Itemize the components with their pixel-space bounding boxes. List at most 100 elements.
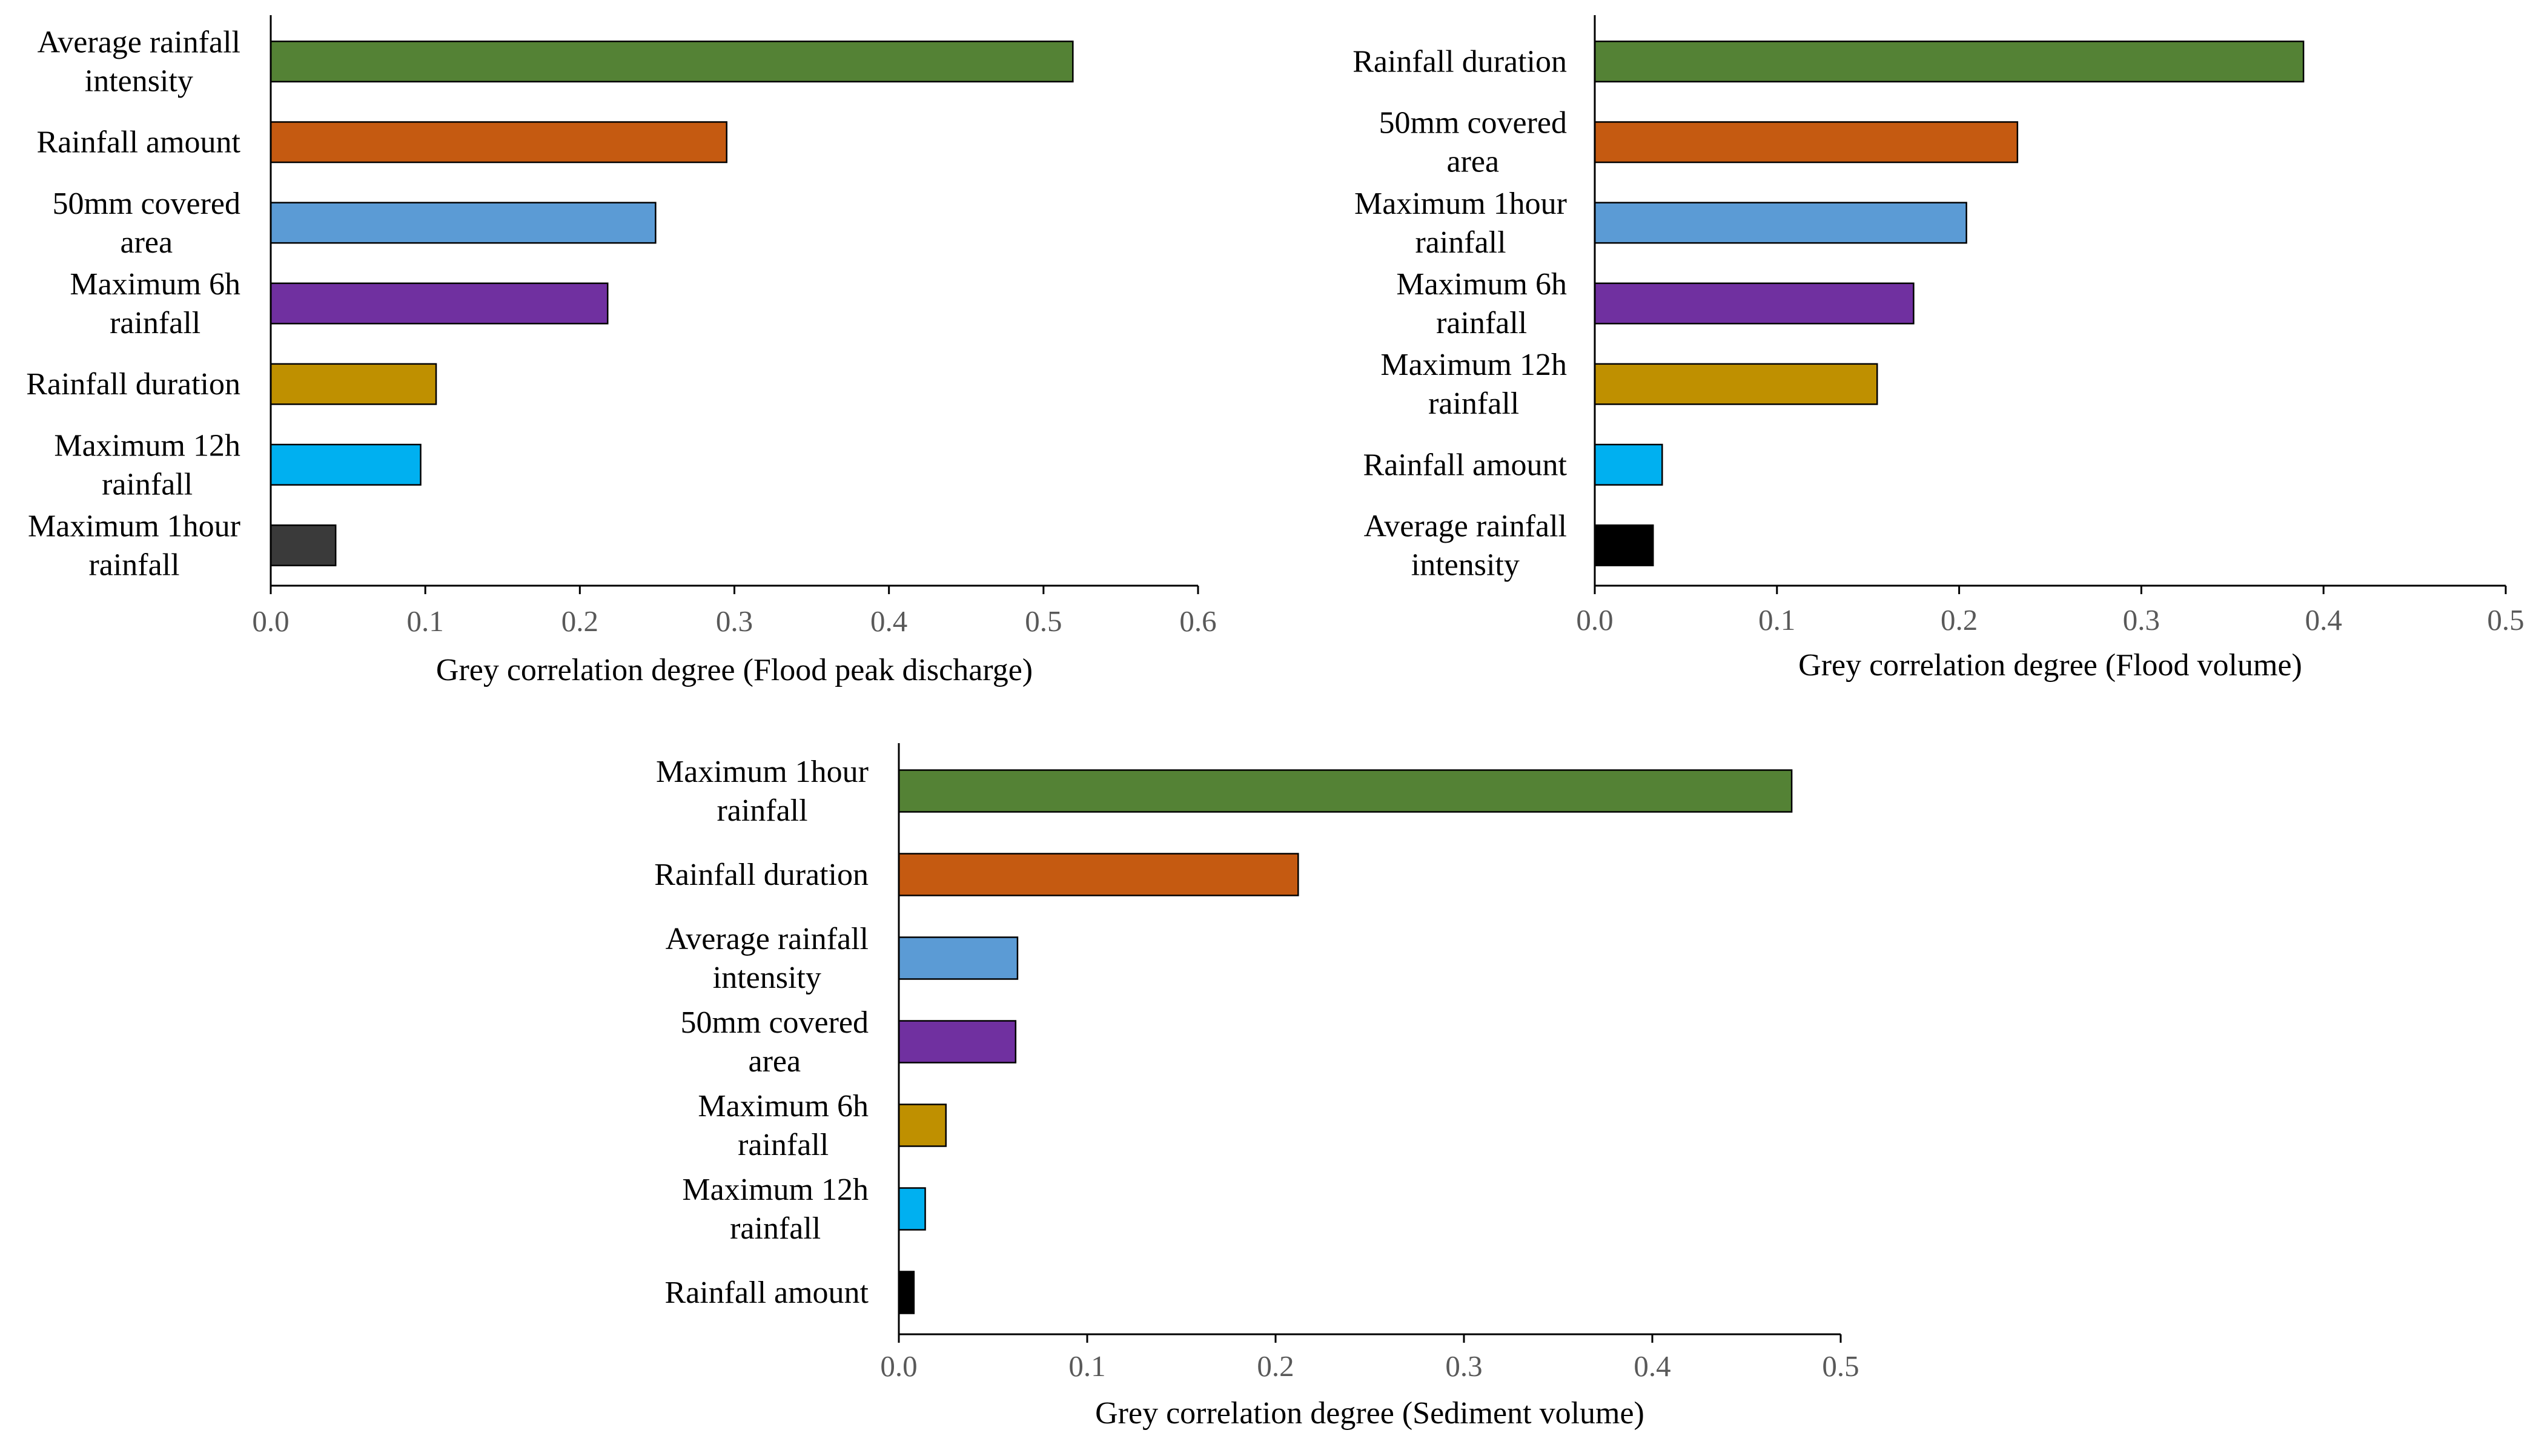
x-tick-label: 0.4 xyxy=(2305,603,2342,637)
x-axis-title: Grey correlation degree (Flood peak disc… xyxy=(436,653,1033,687)
bar xyxy=(898,1187,926,1231)
category-label-line: Rainfall duration xyxy=(1352,45,1567,79)
category-label: Average rainfall intensity xyxy=(666,922,869,995)
x-tick-label: 0.1 xyxy=(407,604,444,638)
x-tick-label: 0.0 xyxy=(252,604,289,638)
x-tick-label: 0.2 xyxy=(1941,603,1978,637)
bar xyxy=(270,282,609,325)
category-label: Maximum 6h rainfall xyxy=(70,267,240,340)
bar xyxy=(270,121,727,164)
category-label: Maximum 12h rainfall xyxy=(1380,348,1567,421)
category-label-line: 50mm covered xyxy=(1379,106,1567,141)
category-label-line: rainfall xyxy=(88,548,179,582)
category-label: Maximum 1hour rainfall xyxy=(28,509,240,582)
category-label: Rainfall amount xyxy=(37,125,241,160)
x-tick-label: 0.0 xyxy=(880,1349,917,1383)
category-label-line: rainfall xyxy=(730,1211,821,1246)
category-label-line: Rainfall duration xyxy=(654,858,869,892)
bar xyxy=(898,853,1299,896)
category-label-line: Average rainfall xyxy=(666,922,869,956)
category-label-line: Maximum 6h xyxy=(1396,267,1567,302)
bar xyxy=(270,443,422,486)
category-label-line: rainfall xyxy=(717,793,807,828)
category-label: Rainfall amount xyxy=(665,1276,869,1310)
x-tick-label: 0.1 xyxy=(1758,603,1795,637)
sediment-volume-chart: Maximum 1hour rainfall Rainfall duration Av… xyxy=(654,743,1859,1431)
category-label: Rainfall duration xyxy=(1352,45,1567,79)
category-label-line: area xyxy=(120,225,173,260)
x-tick-label: 0.5 xyxy=(1822,1349,1859,1383)
category-label: 50mm covered area xyxy=(1379,106,1567,179)
category-label-line: Maximum 12h xyxy=(1380,348,1567,382)
x-axis-title: Grey correlation degree (Flood volume) xyxy=(1798,648,2302,683)
bar xyxy=(1594,443,1663,486)
bar xyxy=(898,769,1793,813)
bar xyxy=(898,1104,947,1147)
x-tick-label: 0.5 xyxy=(1025,604,1062,638)
category-label-line: Maximum 6h xyxy=(70,267,240,302)
category-label: 50mm covered area xyxy=(681,1005,869,1079)
bar xyxy=(898,1271,915,1314)
bar xyxy=(1594,41,2305,83)
x-tick-label: 0.4 xyxy=(870,604,907,638)
flood-peak-discharge-chart: Average rainfall intensity Rainfall amount… xyxy=(26,15,1217,687)
category-label-line: intensity xyxy=(85,64,193,99)
category-label-line: Maximum 6h xyxy=(698,1089,869,1123)
x-tick-label: 0.3 xyxy=(716,604,753,638)
bar xyxy=(1594,202,1967,244)
category-label-line: area xyxy=(748,1044,801,1079)
category-label: Maximum 12h rainfall xyxy=(54,428,240,501)
category-label: Maximum 1hour rainfall xyxy=(1354,187,1567,260)
x-tick-label: 0.6 xyxy=(1179,604,1216,638)
x-tick-label: 0.5 xyxy=(2487,603,2524,637)
category-label-line: Average rainfall xyxy=(1364,509,1567,543)
bar xyxy=(898,1020,1017,1064)
bar xyxy=(270,363,437,405)
bar xyxy=(1594,524,1654,566)
category-label: Rainfall amount xyxy=(1363,448,1568,482)
bar xyxy=(898,936,1019,980)
x-tick-label: 0.2 xyxy=(1257,1349,1294,1383)
category-label-line: Rainfall amount xyxy=(665,1276,869,1310)
x-tick-label: 0.1 xyxy=(1068,1349,1105,1383)
bar xyxy=(270,524,337,566)
category-label: Maximum 6h rainfall xyxy=(698,1089,869,1162)
category-label: Average rainfall intensity xyxy=(38,25,240,99)
x-tick-label: 0.3 xyxy=(1445,1349,1482,1383)
category-label-line: Maximum 12h xyxy=(54,428,240,463)
category-label-line: Rainfall duration xyxy=(26,367,240,402)
category-label-line: Average rainfall xyxy=(38,25,240,60)
category-label-line: rainfall xyxy=(1428,386,1519,421)
category-label-line: rainfall xyxy=(1436,306,1527,340)
x-tick-label: 0.2 xyxy=(561,604,598,638)
category-label: Rainfall duration xyxy=(654,858,869,892)
category-label-line: 50mm covered xyxy=(681,1005,869,1040)
category-label-line: Rainfall amount xyxy=(37,125,241,160)
category-label: Average rainfall intensity xyxy=(1364,509,1567,582)
category-label: Maximum 1hour rainfall xyxy=(656,755,869,828)
category-label-line: intensity xyxy=(1411,548,1520,582)
category-label-line: rainfall xyxy=(102,467,193,501)
category-label-line: rainfall xyxy=(1415,225,1506,260)
category-label-line: Maximum 1hour xyxy=(656,755,869,789)
x-tick-label: 0.0 xyxy=(1576,603,1613,637)
category-label-line: Maximum 12h xyxy=(682,1173,869,1207)
bar xyxy=(270,41,1074,83)
category-label-line: 50mm covered xyxy=(53,187,240,221)
category-label: 50mm covered area xyxy=(53,187,240,260)
category-label-line: Maximum 1hour xyxy=(28,509,240,543)
category-label-line: rainfall xyxy=(110,306,200,340)
bar xyxy=(1594,121,2019,164)
x-tick-label: 0.4 xyxy=(1634,1349,1670,1383)
category-label: Maximum 6h rainfall xyxy=(1396,267,1567,340)
flood-volume-chart: Rainfall duration 50mm covered area Maximum… xyxy=(1352,15,2524,683)
x-tick-label: 0.3 xyxy=(2123,603,2160,637)
bar xyxy=(1594,363,1878,405)
category-label-line: area xyxy=(1446,145,1499,179)
x-axis-title: Grey correlation degree (Sediment volume… xyxy=(1095,1396,1644,1431)
category-label-line: intensity xyxy=(713,961,821,995)
category-label: Maximum 12h rainfall xyxy=(682,1173,869,1246)
category-label-line: Rainfall amount xyxy=(1363,448,1568,482)
category-label-line: rainfall xyxy=(738,1128,829,1162)
